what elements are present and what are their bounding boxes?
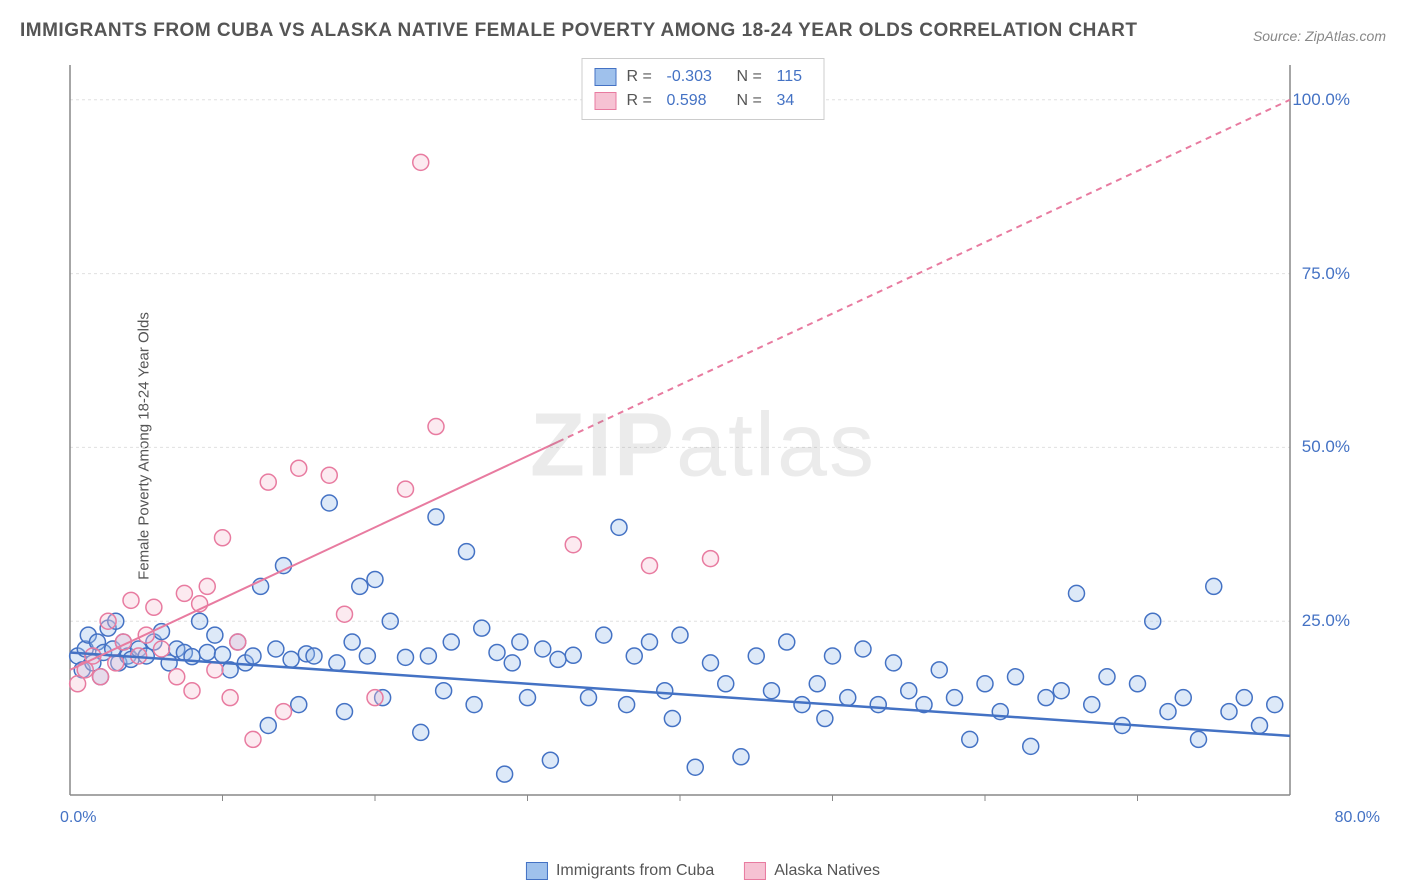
series-legend: Immigrants from Cuba Alaska Natives [526,862,880,880]
n-label: N = [737,89,767,113]
legend-row-1: R = -0.303 N = 115 [595,65,812,89]
y-tick-label: 75.0% [1302,264,1350,284]
r-value-2: 0.598 [667,89,727,113]
legend-row-2: R = 0.598 N = 34 [595,89,812,113]
chart-svg [60,55,1360,825]
swatch-pink-icon [595,92,617,110]
r-label: R = [627,65,657,89]
x-origin-label: 0.0% [60,809,96,827]
n-value-1: 115 [777,65,812,89]
x-max-label: 80.0% [1335,809,1380,827]
legend-label-1: Immigrants from Cuba [556,862,714,880]
y-tick-label: 100.0% [1292,90,1350,110]
r-label: R = [627,89,657,113]
swatch-blue-icon [526,862,548,880]
n-label: N = [737,65,767,89]
y-tick-label: 25.0% [1302,611,1350,631]
n-value-2: 34 [777,89,812,113]
swatch-pink-icon [744,862,766,880]
source-label: Source: ZipAtlas.com [1253,28,1386,44]
legend-label-2: Alaska Natives [774,862,880,880]
legend-item-2: Alaska Natives [744,862,880,880]
r-value-1: -0.303 [667,65,727,89]
plot-area: 25.0%50.0%75.0%100.0% 0.0% 80.0% [60,55,1360,825]
correlation-legend: R = -0.303 N = 115 R = 0.598 N = 34 [582,58,825,120]
chart-title: IMMIGRANTS FROM CUBA VS ALASKA NATIVE FE… [20,20,1137,42]
y-tick-label: 50.0% [1302,437,1350,457]
swatch-blue-icon [595,68,617,86]
legend-item-1: Immigrants from Cuba [526,862,714,880]
